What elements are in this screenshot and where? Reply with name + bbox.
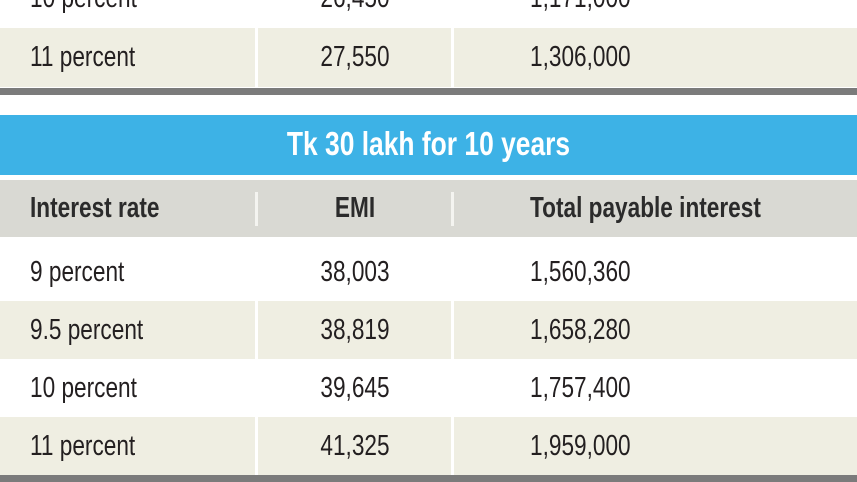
table-cell: 1,658,280 (530, 314, 631, 346)
column-separator (451, 417, 454, 475)
header-cell: Total payable interest (530, 192, 761, 224)
table-cell: 38,819 (320, 314, 390, 346)
column-separator (451, 243, 454, 301)
header-row (0, 180, 857, 237)
header-cell: EMI (334, 192, 376, 224)
header-cell: Interest rate (30, 192, 160, 224)
header-separator (255, 192, 258, 226)
table-row (0, 359, 857, 417)
title-band: Tk 30 lakh for 10 years (0, 115, 857, 175)
table-cell: 38,003 (320, 256, 390, 288)
column-separator (255, 417, 258, 475)
column-separator (255, 301, 258, 359)
table-title: Tk 30 lakh for 10 years (286, 125, 571, 162)
column-separator (255, 0, 258, 28)
table-cell: 10 percent (30, 372, 137, 404)
column-separator (451, 301, 454, 359)
table-row (0, 301, 857, 359)
table-cell: 41,325 (320, 430, 390, 462)
table-cell: 1,171,000 (530, 0, 631, 28)
table-cell: 1,757,400 (530, 372, 631, 404)
column-separator (255, 243, 258, 301)
divider (0, 88, 857, 95)
table-cell: 1,959,000 (530, 430, 631, 462)
table-cell: 27,550 (320, 41, 390, 73)
column-separator (255, 359, 258, 417)
column-separator (255, 28, 258, 87)
table-cell: 10 percent (30, 0, 137, 28)
table-row (0, 0, 857, 28)
column-separator (451, 28, 454, 87)
table-cell: 39,645 (320, 372, 390, 404)
table-row (0, 243, 857, 301)
table-row (0, 417, 857, 475)
bottom-rule (0, 475, 857, 482)
header-separator (451, 192, 454, 226)
column-separator (451, 359, 454, 417)
table-cell: 11 percent (30, 41, 136, 73)
table-row (0, 28, 857, 87)
table-cell: 1,306,000 (530, 41, 631, 73)
table-cell: 11 percent (30, 430, 136, 462)
column-separator (451, 0, 454, 28)
table-cell: 1,560,360 (530, 256, 631, 288)
table-cell: 26,450 (279, 0, 430, 28)
table-cell: 9.5 percent (30, 314, 144, 346)
table-cell: 9 percent (30, 256, 125, 288)
